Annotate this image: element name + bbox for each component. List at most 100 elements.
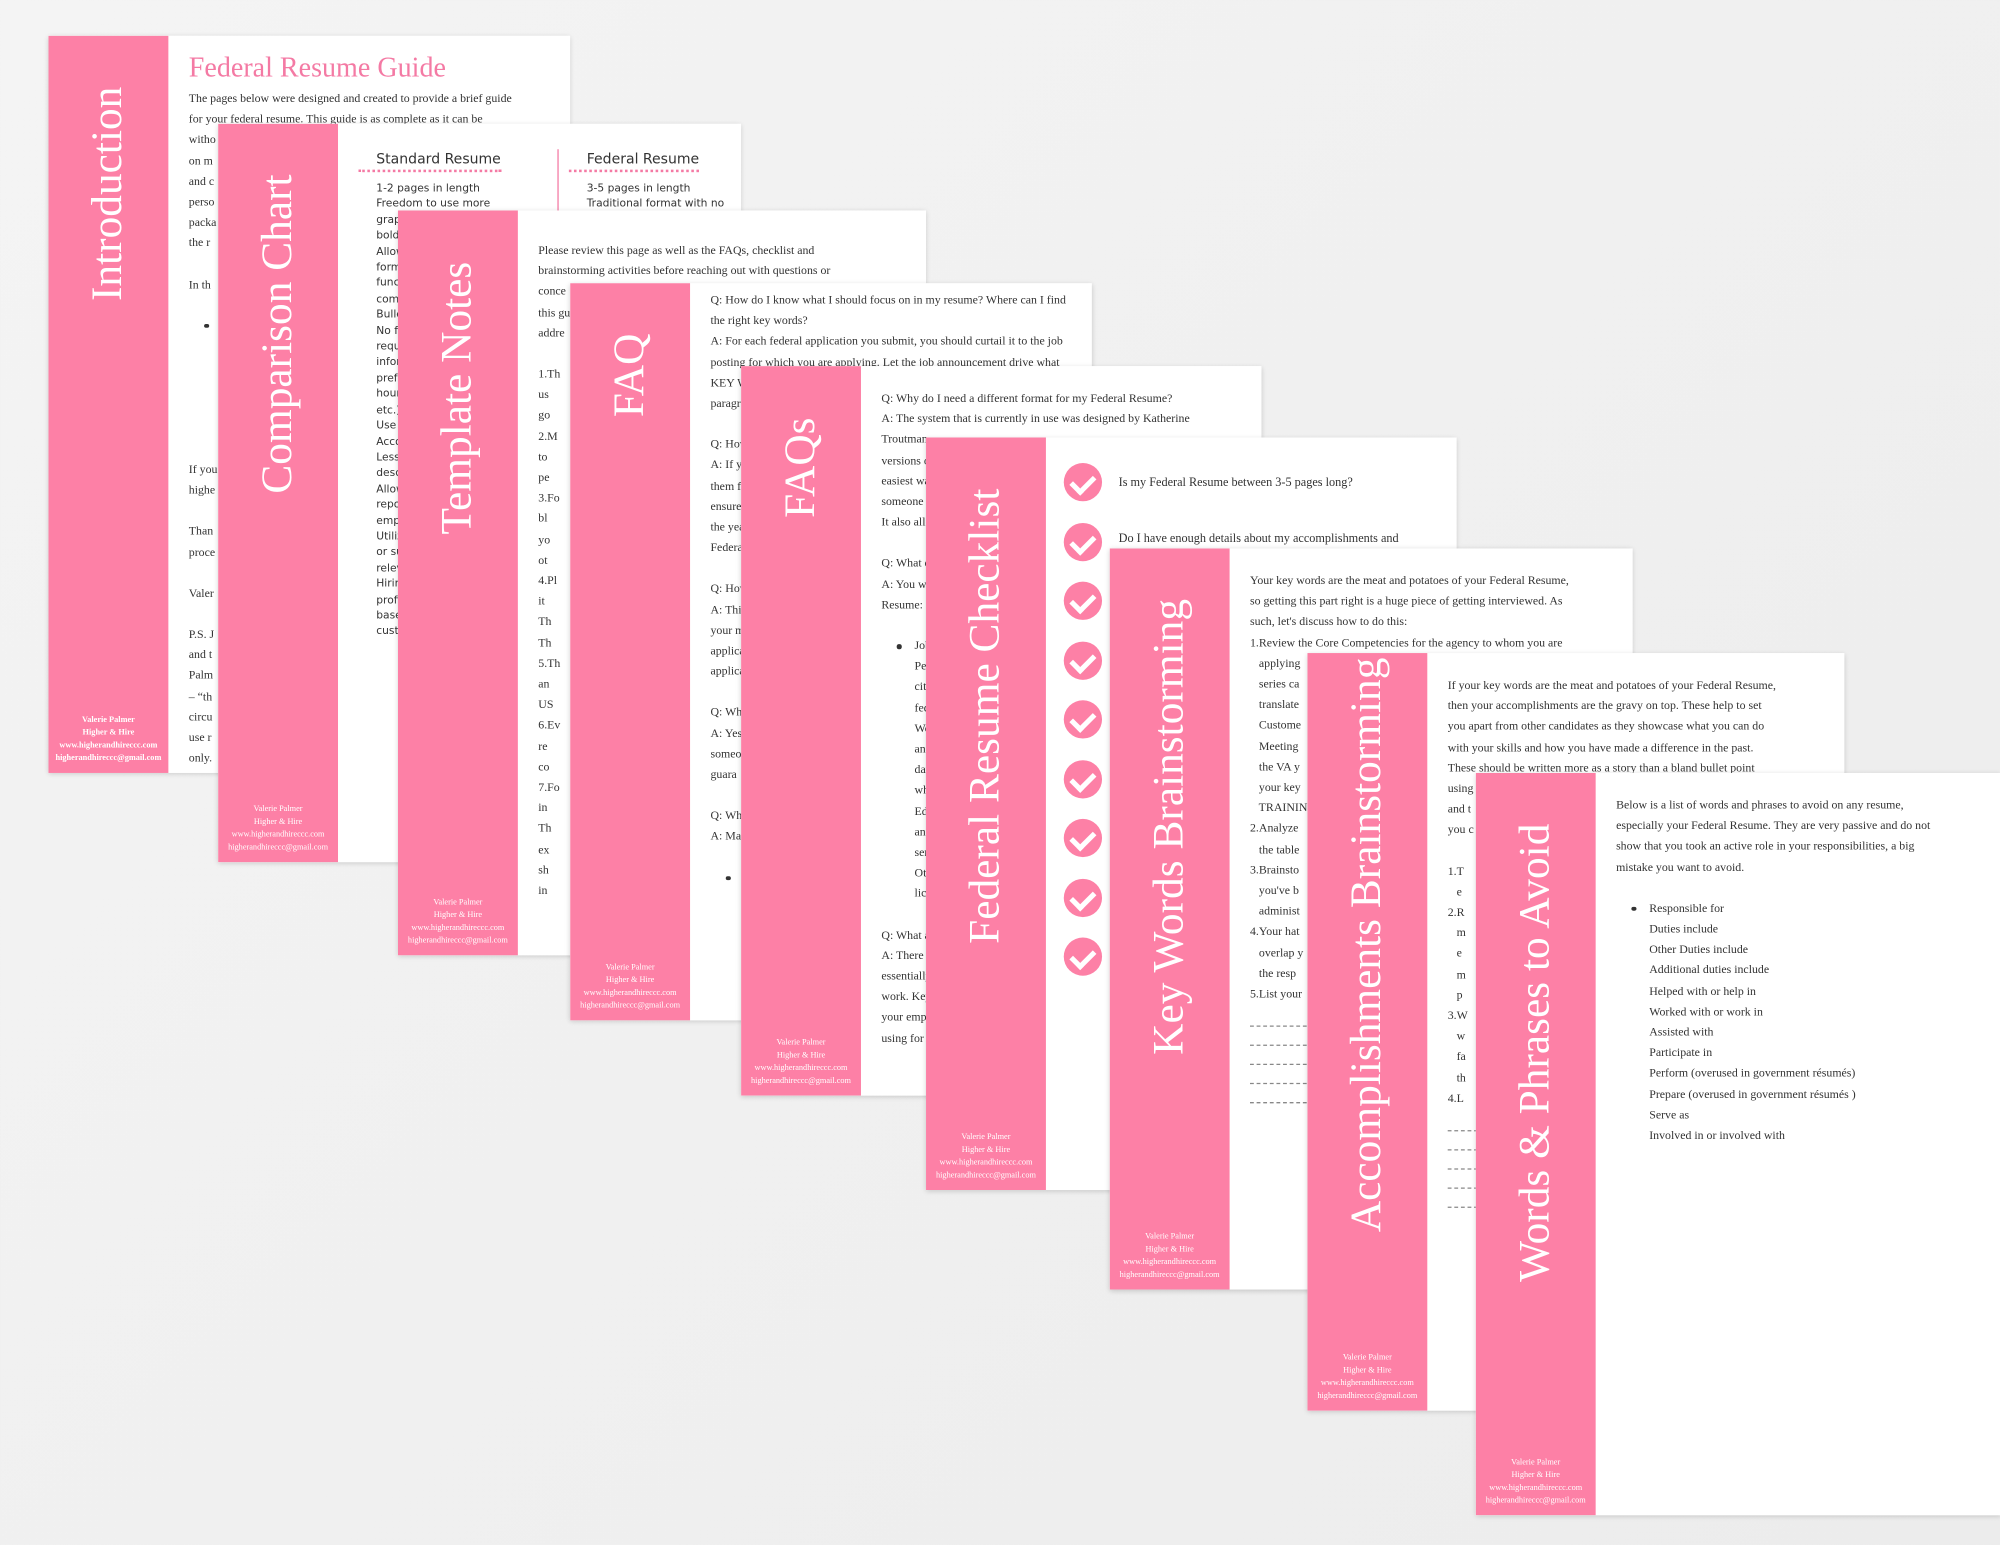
text-line: Q: Why do I need a different format for … [881,392,1173,406]
text-line: mistake you want to avoid. [1616,861,1745,875]
text-line: 2.M [538,430,558,444]
bullet-line: repor [376,497,405,511]
footer-line: Valerie Palmer [961,1132,1011,1142]
text-line: applying [1249,657,1301,671]
footer: Valerie Palmer Higher & Hire www.higherand… [1307,1352,1427,1403]
text-line: Th [538,637,552,651]
footer-line: www.higherandhireccc.com [939,1158,1033,1168]
bullet-item: Additional duties include [1616,961,1991,982]
question-line: Do I have enough details about my accomp… [1118,531,1399,546]
text-line: 7.Fo [538,781,560,795]
text-line: pe [538,471,550,485]
page-title: Federal Resume Checklist [961,488,1009,944]
sidebar: Accomplishments Brainstorming Valerie Pal… [1307,653,1428,1411]
sidebar: Comparison Chart Valerie Palmer Higher & H… [218,123,339,863]
text-line: yo [538,533,551,547]
footer-line: higherandhireccc@gmail.com [580,1001,681,1011]
text-line: Troutman [881,434,928,447]
text-line: 6.Ev [538,719,561,733]
text-line: translate [1249,699,1300,713]
footer-line: www.higherandhireccc.com [231,830,325,840]
footer: Valerie Palmer Higher & Hire www.higherand… [218,804,338,855]
bullet-line: Prepare (overused in government résumés … [1649,1088,1856,1102]
footer-line: Higher & Hire [961,1145,1011,1155]
write-in-line [1249,1044,1327,1064]
text-block: Your key words are the meat and potatoes… [1250,571,1622,1005]
text-line: Please review this page as well as the F… [538,244,815,258]
text-line: bl [538,513,548,527]
text-block: Responsible for Duties include Other Dutie… [1616,899,1991,1147]
footer-line: www.higherandhireccc.com [59,741,158,750]
column-heading: Standard Resume [358,149,501,173]
text-line: 3.Brainsto [1249,864,1300,878]
bullet-line: Responsible for [1649,902,1725,916]
text-block: P.S. J and t Palm – “th circu use r only. [189,625,560,770]
bullet-item: Responsible for [1616,899,1991,920]
text-line: to [538,451,548,465]
text-line: Q: How do I know what I should focus on … [710,294,1066,308]
footer: Valerie Palmer Higher & Hire www.higherand… [48,714,168,765]
text-line: 2.Analyze [1249,823,1299,837]
text-block: Q: Why do I need a different format for … [881,389,1251,534]
page-body: Federal Resume Guide The pages below were… [189,48,560,772]
text-line: P.S. J [188,628,215,642]
text-line: conce [538,286,566,299]
text-line: guara [710,769,737,782]
text-line: e [1447,886,1462,900]
text-block: Below is a list of words and phrases to … [1616,796,1991,879]
text-line: Valer [188,587,214,601]
write-in-line [1249,1064,1327,1083]
text-block: 1.Th us go 2.M to pe 3.Fo bl yo ot 4.Pl it Th Th 5.Th a… [538,365,916,902]
footer-line: www.higherandhireccc.com [754,1063,848,1073]
text-line: w [1447,1030,1466,1044]
bullet-line: etc.) [376,402,401,416]
text-line: only. [188,752,213,766]
bullet-line: Helped with or help in [1649,985,1756,999]
text-line: then your accomplishments are the gravy … [1447,700,1762,714]
text-line: 5.List your [1249,988,1303,1002]
text-line: witho [188,134,216,148]
text-line: highe [188,485,216,498]
text-line: ot [538,554,548,568]
text-line: 5.Th [538,657,561,671]
bullet-line: bold/ [376,228,403,242]
footer-line: Valerie Palmer [1511,1457,1561,1467]
footer-line: higherandhireccc@gmail.com [1317,1391,1418,1401]
text-line: p [1447,989,1463,1003]
text-line: ex [538,843,550,857]
bullet-item: Serve as [1616,1106,1991,1127]
footer-line: Higher & Hire [1145,1244,1194,1254]
text-block: Than proce [189,522,560,563]
footer-line: Valerie Palmer [81,715,135,725]
text-line: 4.Your hat [1249,926,1300,940]
text-block: 1.T e 2.R m e m p 3.W w fa th 4.L [1448,862,1834,1110]
text-line: them f [710,480,742,494]
text-line: 4.L [1447,1092,1464,1106]
footer-line: higherandhireccc@gmail.com [751,1076,851,1086]
text-block: If your key words are the meat and potat… [1448,676,1834,841]
footer-line: www.higherandhireccc.com [1489,1483,1583,1493]
text-line: A: The system that is currently in use w… [881,413,1190,427]
text-block: The pages below were designed and create… [189,89,560,254]
text-line: someo [710,748,742,762]
footer-line: higherandhireccc@gmail.com [407,936,508,946]
bullet-line: 3-5 pages in length [586,181,691,194]
text-line: Than [188,526,214,539]
bullet-line: prefe [376,371,405,384]
check-icon [1063,640,1103,680]
text-line: perso [188,196,215,210]
page-title: Words & Phrases to Avoid [1511,823,1559,1283]
text-line: 3.Fo [538,492,560,506]
text-line: and c [188,175,215,189]
text-line: A: For each federal application you subm… [710,335,1063,349]
page-body: Please review this page as well as the F… [538,241,916,923]
page-body: If your key words are the meat and potat… [1447,676,1834,1226]
text-line: sh [538,864,549,878]
page-title: Key Words Brainstorming [1145,599,1193,1056]
bullet-line: Freedom to use more [376,196,491,210]
check-icon [1063,700,1103,739]
text-line: 2.R [1447,906,1465,920]
text-line: Your key words are the meat and potatoes… [1249,575,1569,589]
page-title: Comparison Chart [253,174,302,494]
text-line: and t [1447,803,1472,817]
